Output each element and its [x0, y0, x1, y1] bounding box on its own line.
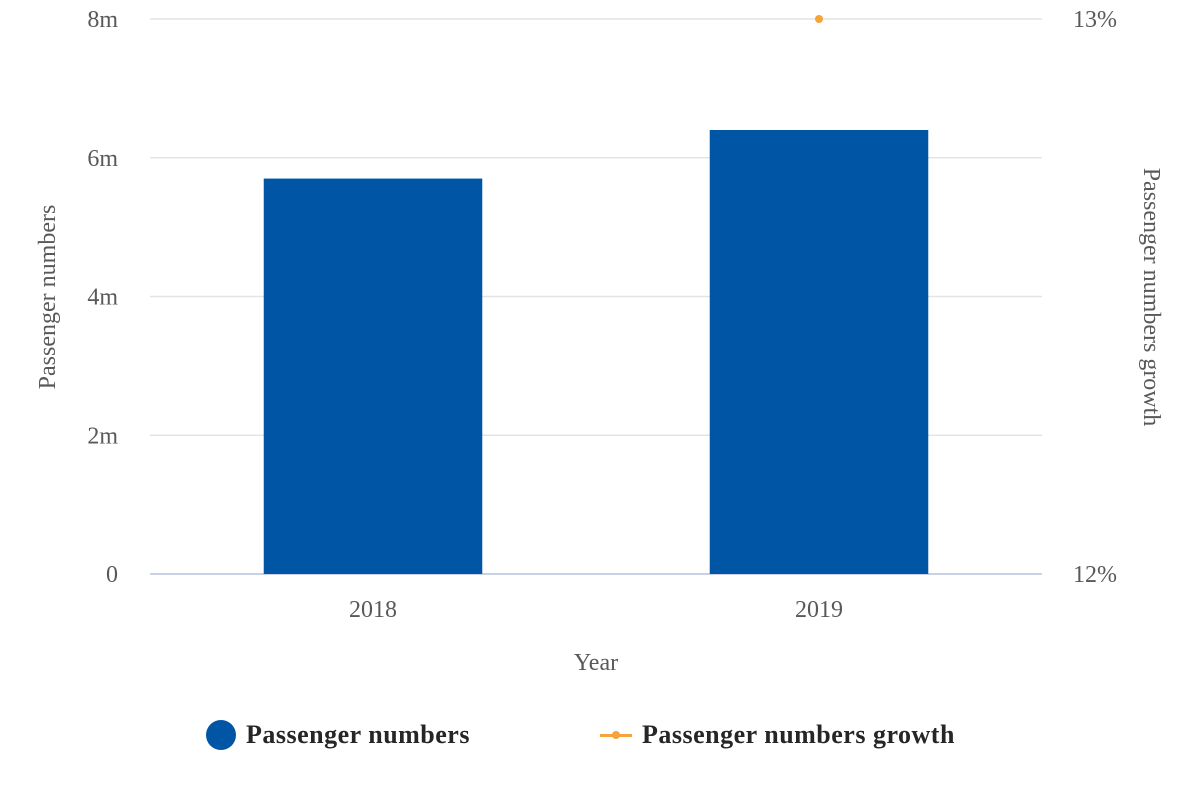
legend-label: Passenger numbers growth [642, 720, 955, 749]
left-axis-ticks: 0 2m 4m 6m 8m [87, 7, 118, 588]
y-tick-label: 4m [87, 285, 118, 311]
x-axis-ticks: 2018 2019 [349, 597, 843, 623]
line-series [815, 15, 823, 23]
y-tick-label: 6m [87, 146, 118, 172]
y-tick-label: 8m [87, 7, 118, 33]
x-tick-label: 2019 [795, 597, 843, 623]
circle-swatch-icon [206, 720, 236, 750]
y-right-tick-label: 13% [1073, 7, 1117, 33]
bar-2018[interactable] [263, 178, 483, 574]
bar-2019[interactable] [709, 130, 929, 574]
bar-series [263, 130, 929, 574]
x-axis-title: Year [574, 650, 618, 676]
line-swatch-icon [600, 730, 632, 739]
legend-label: Passenger numbers [246, 720, 470, 749]
legend: Passenger numbers Passenger numbers grow… [0, 716, 1200, 760]
x-tick-label: 2018 [349, 597, 397, 623]
right-axis-ticks: 12% 13% [1073, 7, 1117, 588]
left-axis-title: Passenger numbers [35, 205, 61, 390]
y-right-tick-label: 12% [1073, 562, 1117, 588]
growth-point-2019[interactable] [815, 15, 823, 23]
y-tick-label: 0 [106, 562, 118, 588]
legend-item-passenger-numbers-growth[interactable]: Passenger numbers growth [600, 720, 955, 750]
y-tick-label: 2m [87, 423, 118, 449]
right-axis-title: Passenger numbers growth [1138, 168, 1164, 427]
legend-item-passenger-numbers[interactable]: Passenger numbers [206, 720, 470, 750]
